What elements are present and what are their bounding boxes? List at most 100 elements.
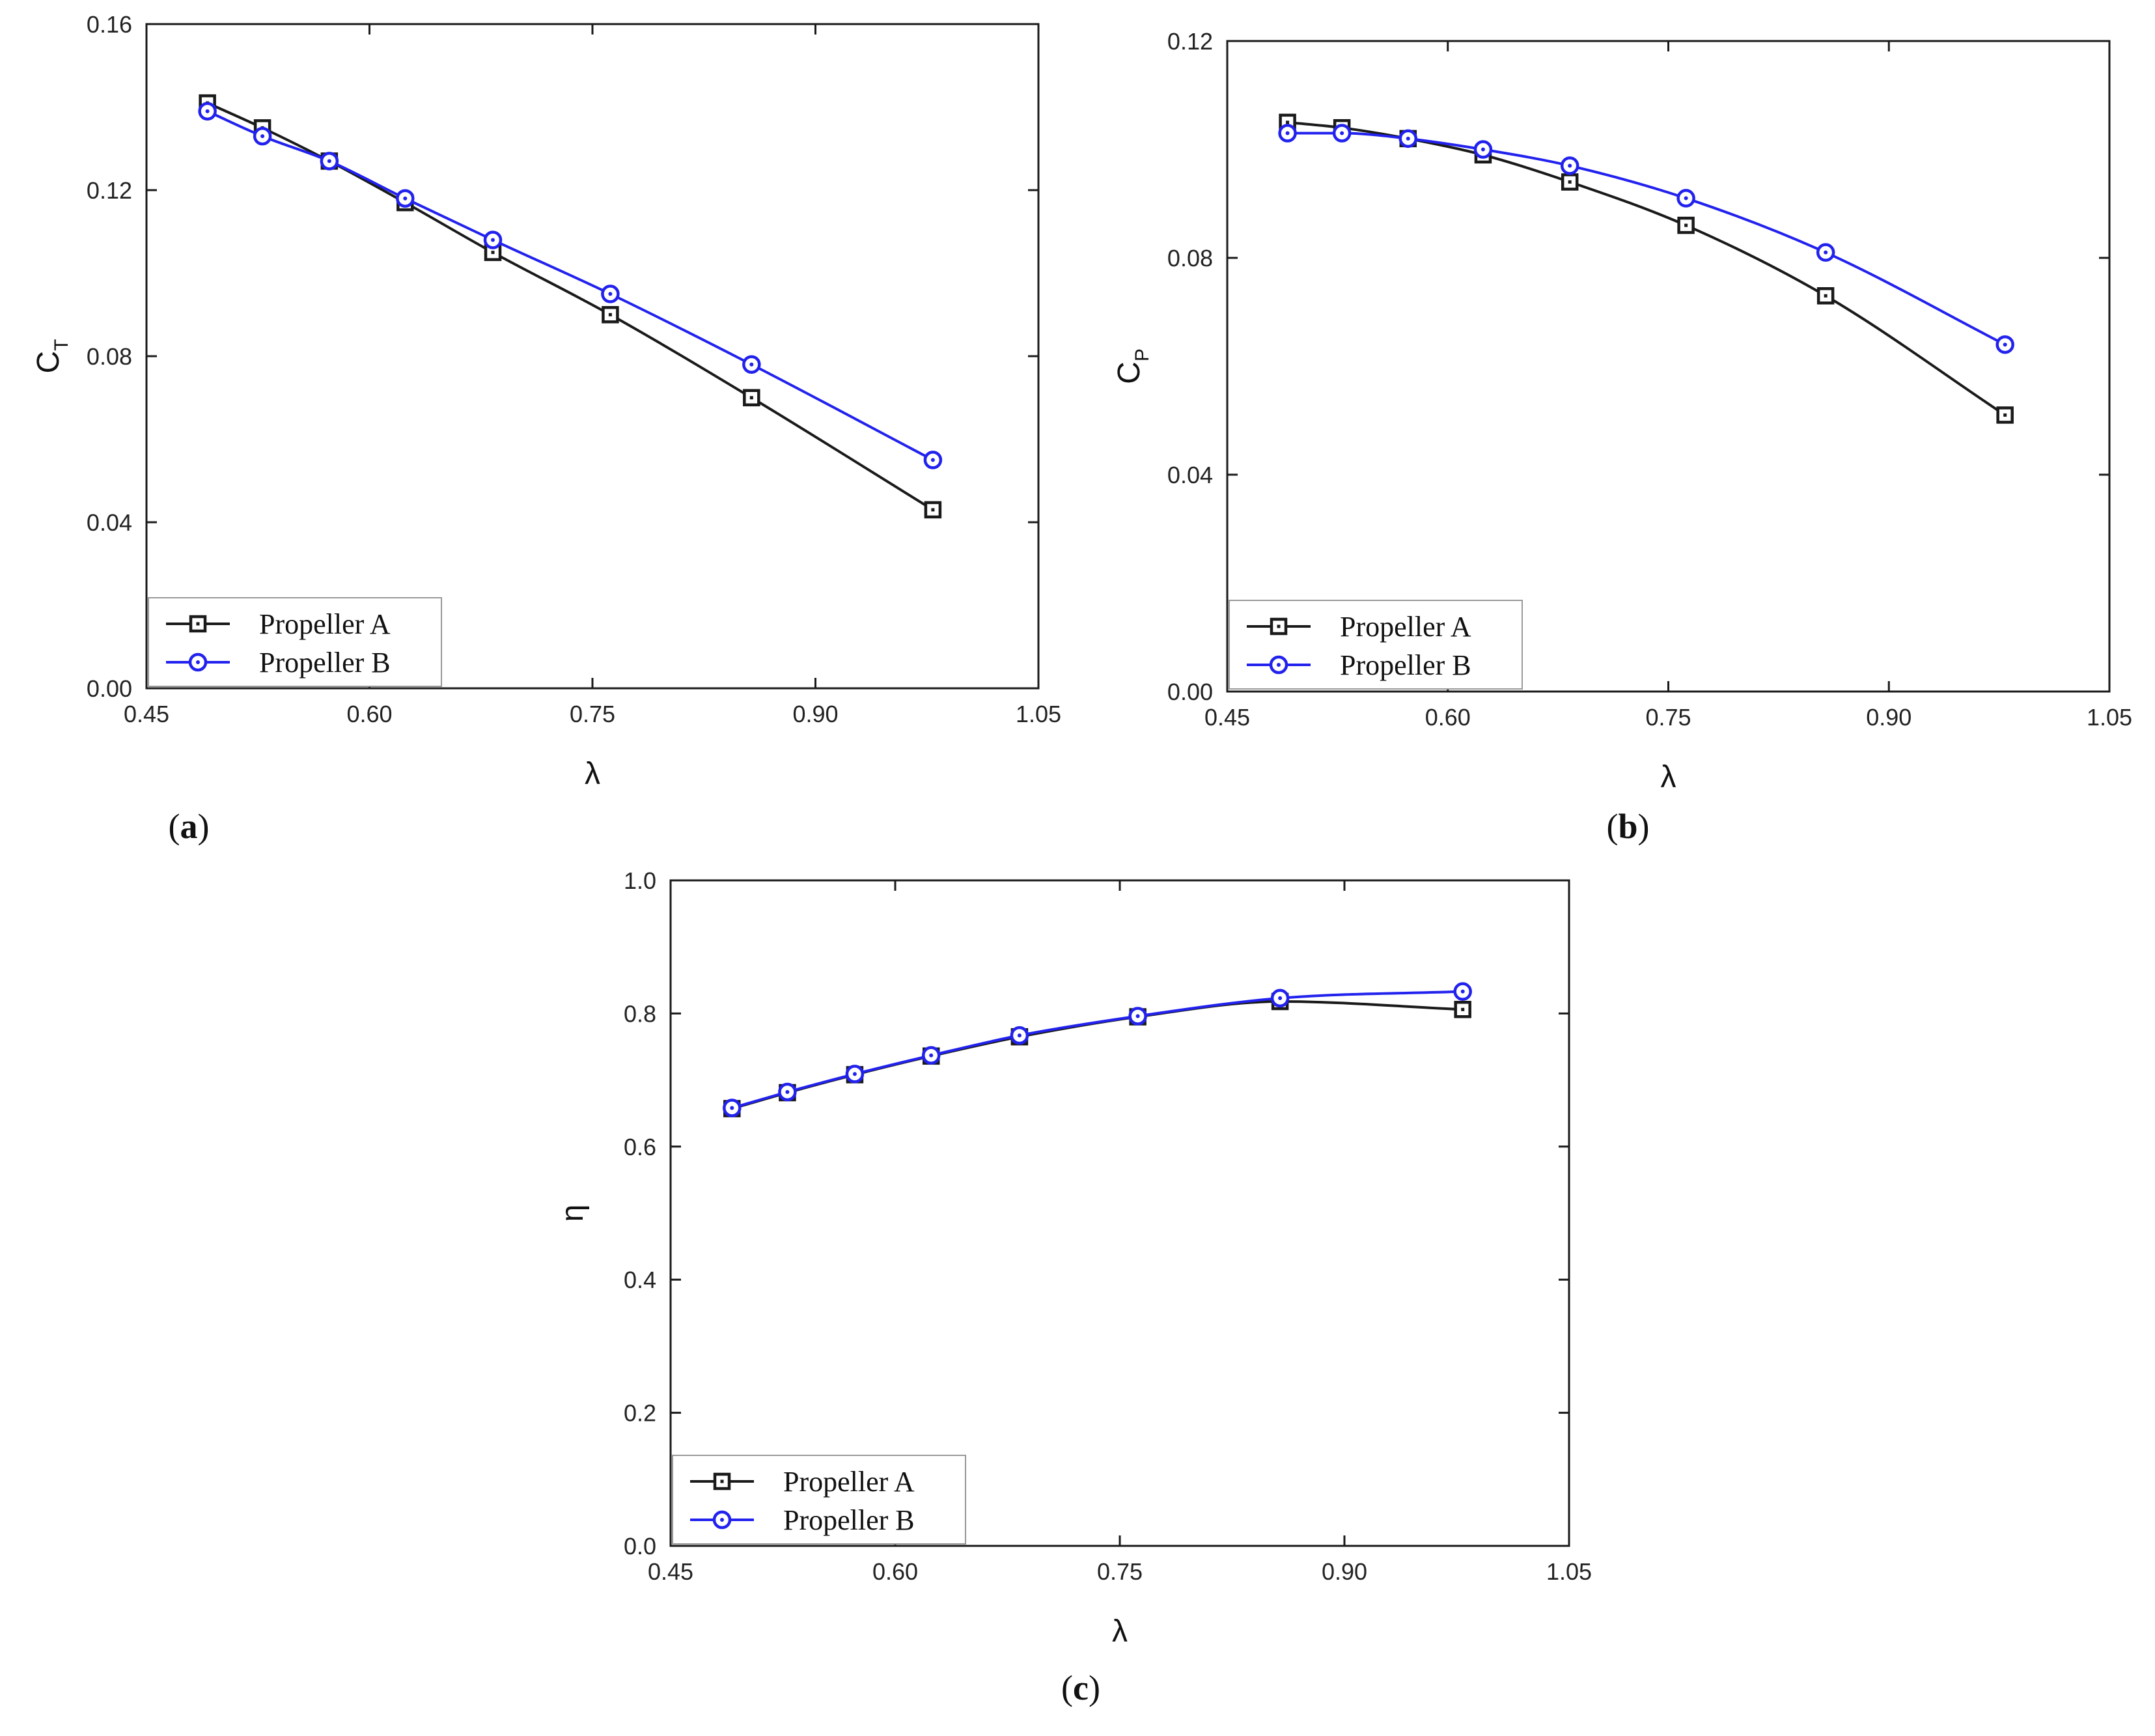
legend-marker-dot — [196, 660, 200, 664]
data-point-dot — [608, 313, 612, 316]
legend: Propeller A Propeller B — [672, 1455, 966, 1545]
data-point-dot — [1568, 163, 1572, 168]
panel-caption-letter: c — [1073, 1668, 1089, 1707]
data-point-dot — [2003, 343, 2007, 347]
series-propeller-a — [723, 992, 1471, 1117]
y-tick-label: 0.00 — [87, 675, 132, 702]
x-tick-label: 0.90 — [1866, 704, 1912, 731]
chart-panel-c: 0.45 0.60 0.75 0.90 1.05 0.0 0.2 0.4 0.6 0.8 1.0 λ η… — [555, 867, 1592, 1707]
data-point-dot — [1684, 196, 1688, 201]
data-point-dot — [1824, 250, 1828, 255]
series-line — [731, 990, 1463, 1110]
legend-marker-dot — [196, 622, 200, 626]
x-axis-label: λ — [585, 757, 600, 791]
y-axis-label: η — [555, 1205, 590, 1222]
panel-caption-letter: b — [1618, 807, 1637, 846]
panel-caption: (a) — [169, 807, 210, 846]
data-point-dot — [1824, 294, 1828, 298]
series-propeller-b — [723, 982, 1472, 1117]
series-line — [1287, 132, 2006, 346]
legend-box — [1229, 600, 1523, 690]
y-tick-label: 0.8 — [624, 1000, 656, 1027]
data-point-dot — [785, 1089, 790, 1094]
legend-marker-dot — [1277, 624, 1281, 628]
data-point-dot — [730, 1106, 734, 1110]
data-point-dot — [1481, 147, 1485, 152]
x-tick-label: 0.90 — [792, 701, 838, 727]
y-axis-label-subscript: T — [51, 339, 72, 351]
y-tick-label: 0.04 — [1167, 462, 1213, 488]
data-point-dot — [491, 238, 495, 242]
panel-caption: (c) — [1061, 1668, 1100, 1707]
y-tick-label: 0.6 — [624, 1134, 656, 1160]
x-tick-label: 0.75 — [1097, 1558, 1143, 1585]
data-point-dot — [1017, 1033, 1022, 1038]
data-point-dot — [1278, 996, 1283, 1000]
data-point-dot — [1461, 1007, 1465, 1011]
legend-label: Propeller B — [1340, 649, 1471, 681]
data-point-dot — [608, 292, 613, 296]
y-axis-label: CT — [31, 339, 72, 374]
legend: Propeller A Propeller B — [1229, 600, 1523, 690]
x-tick-label: 1.05 — [1016, 701, 1061, 727]
x-tick-label: 0.45 — [648, 1558, 693, 1585]
series-propeller-a — [1279, 113, 2014, 424]
x-tick-label: 0.75 — [1645, 704, 1691, 731]
legend-box — [148, 597, 442, 687]
y-axis-label: CP — [1112, 348, 1153, 384]
y-tick-label: 0.12 — [87, 177, 132, 204]
plot-frame — [669, 879, 1570, 1547]
legend-item: Propeller B — [1247, 649, 1471, 681]
data-point-dot — [1286, 120, 1290, 124]
legend-item: Propeller A — [166, 608, 391, 640]
data-point-dot — [929, 1053, 934, 1057]
series-line — [206, 110, 934, 462]
x-tick-label: 1.05 — [2087, 704, 2132, 731]
legend-label: Propeller B — [783, 1504, 915, 1536]
legend-label: Propeller A — [259, 608, 391, 640]
legend-label: Propeller A — [1340, 611, 1471, 643]
legend-marker-dot — [720, 1479, 724, 1483]
legend-box — [672, 1455, 966, 1545]
y-axis-label-subscript: P — [1132, 348, 1153, 361]
x-tick-label: 0.60 — [1425, 704, 1471, 731]
data-point-dot — [205, 109, 210, 113]
legend-item: Propeller A — [690, 1466, 915, 1498]
legend-label: Propeller B — [259, 647, 391, 679]
y-tick-label: 0.12 — [1167, 28, 1213, 55]
plot-frame — [145, 23, 1040, 690]
legend-label: Propeller A — [783, 1466, 915, 1498]
series-propeller-a — [199, 94, 942, 519]
data-point-dot — [327, 159, 331, 163]
data-point-dot — [749, 362, 754, 367]
x-tick-label: 1.05 — [1546, 1558, 1592, 1585]
data-point-dot — [1340, 131, 1344, 135]
data-point-dot — [1406, 136, 1410, 141]
data-point-dot — [260, 134, 265, 139]
data-point-dot — [930, 458, 935, 462]
data-point-dot — [1684, 223, 1688, 227]
data-point-dot — [2003, 413, 2007, 417]
legend: Propeller A Propeller B — [148, 597, 442, 687]
data-point-dot — [1135, 1014, 1140, 1018]
x-tick-label: 0.60 — [346, 701, 392, 727]
series-propeller-b — [1278, 124, 2014, 354]
x-tick-label: 0.75 — [570, 701, 615, 727]
data-point-dot — [931, 508, 935, 512]
legend-item: Propeller B — [166, 647, 391, 679]
y-tick-label: 0.4 — [624, 1267, 656, 1293]
panel-caption-letter: a — [180, 807, 198, 846]
y-tick-label: 0.00 — [1167, 679, 1213, 705]
data-point-dot — [403, 196, 408, 201]
plot-frame — [1226, 40, 2111, 693]
data-point-dot — [852, 1072, 857, 1076]
panel-caption: (b) — [1606, 807, 1649, 846]
series-line — [731, 1000, 1463, 1110]
y-tick-label: 0.0 — [624, 1533, 656, 1560]
x-axis-label: λ — [1112, 1614, 1128, 1649]
series-propeller-b — [198, 102, 943, 469]
x-tick-label: 0.45 — [124, 701, 169, 727]
legend-item: Propeller B — [690, 1504, 915, 1536]
x-tick-label: 0.90 — [1322, 1558, 1367, 1585]
